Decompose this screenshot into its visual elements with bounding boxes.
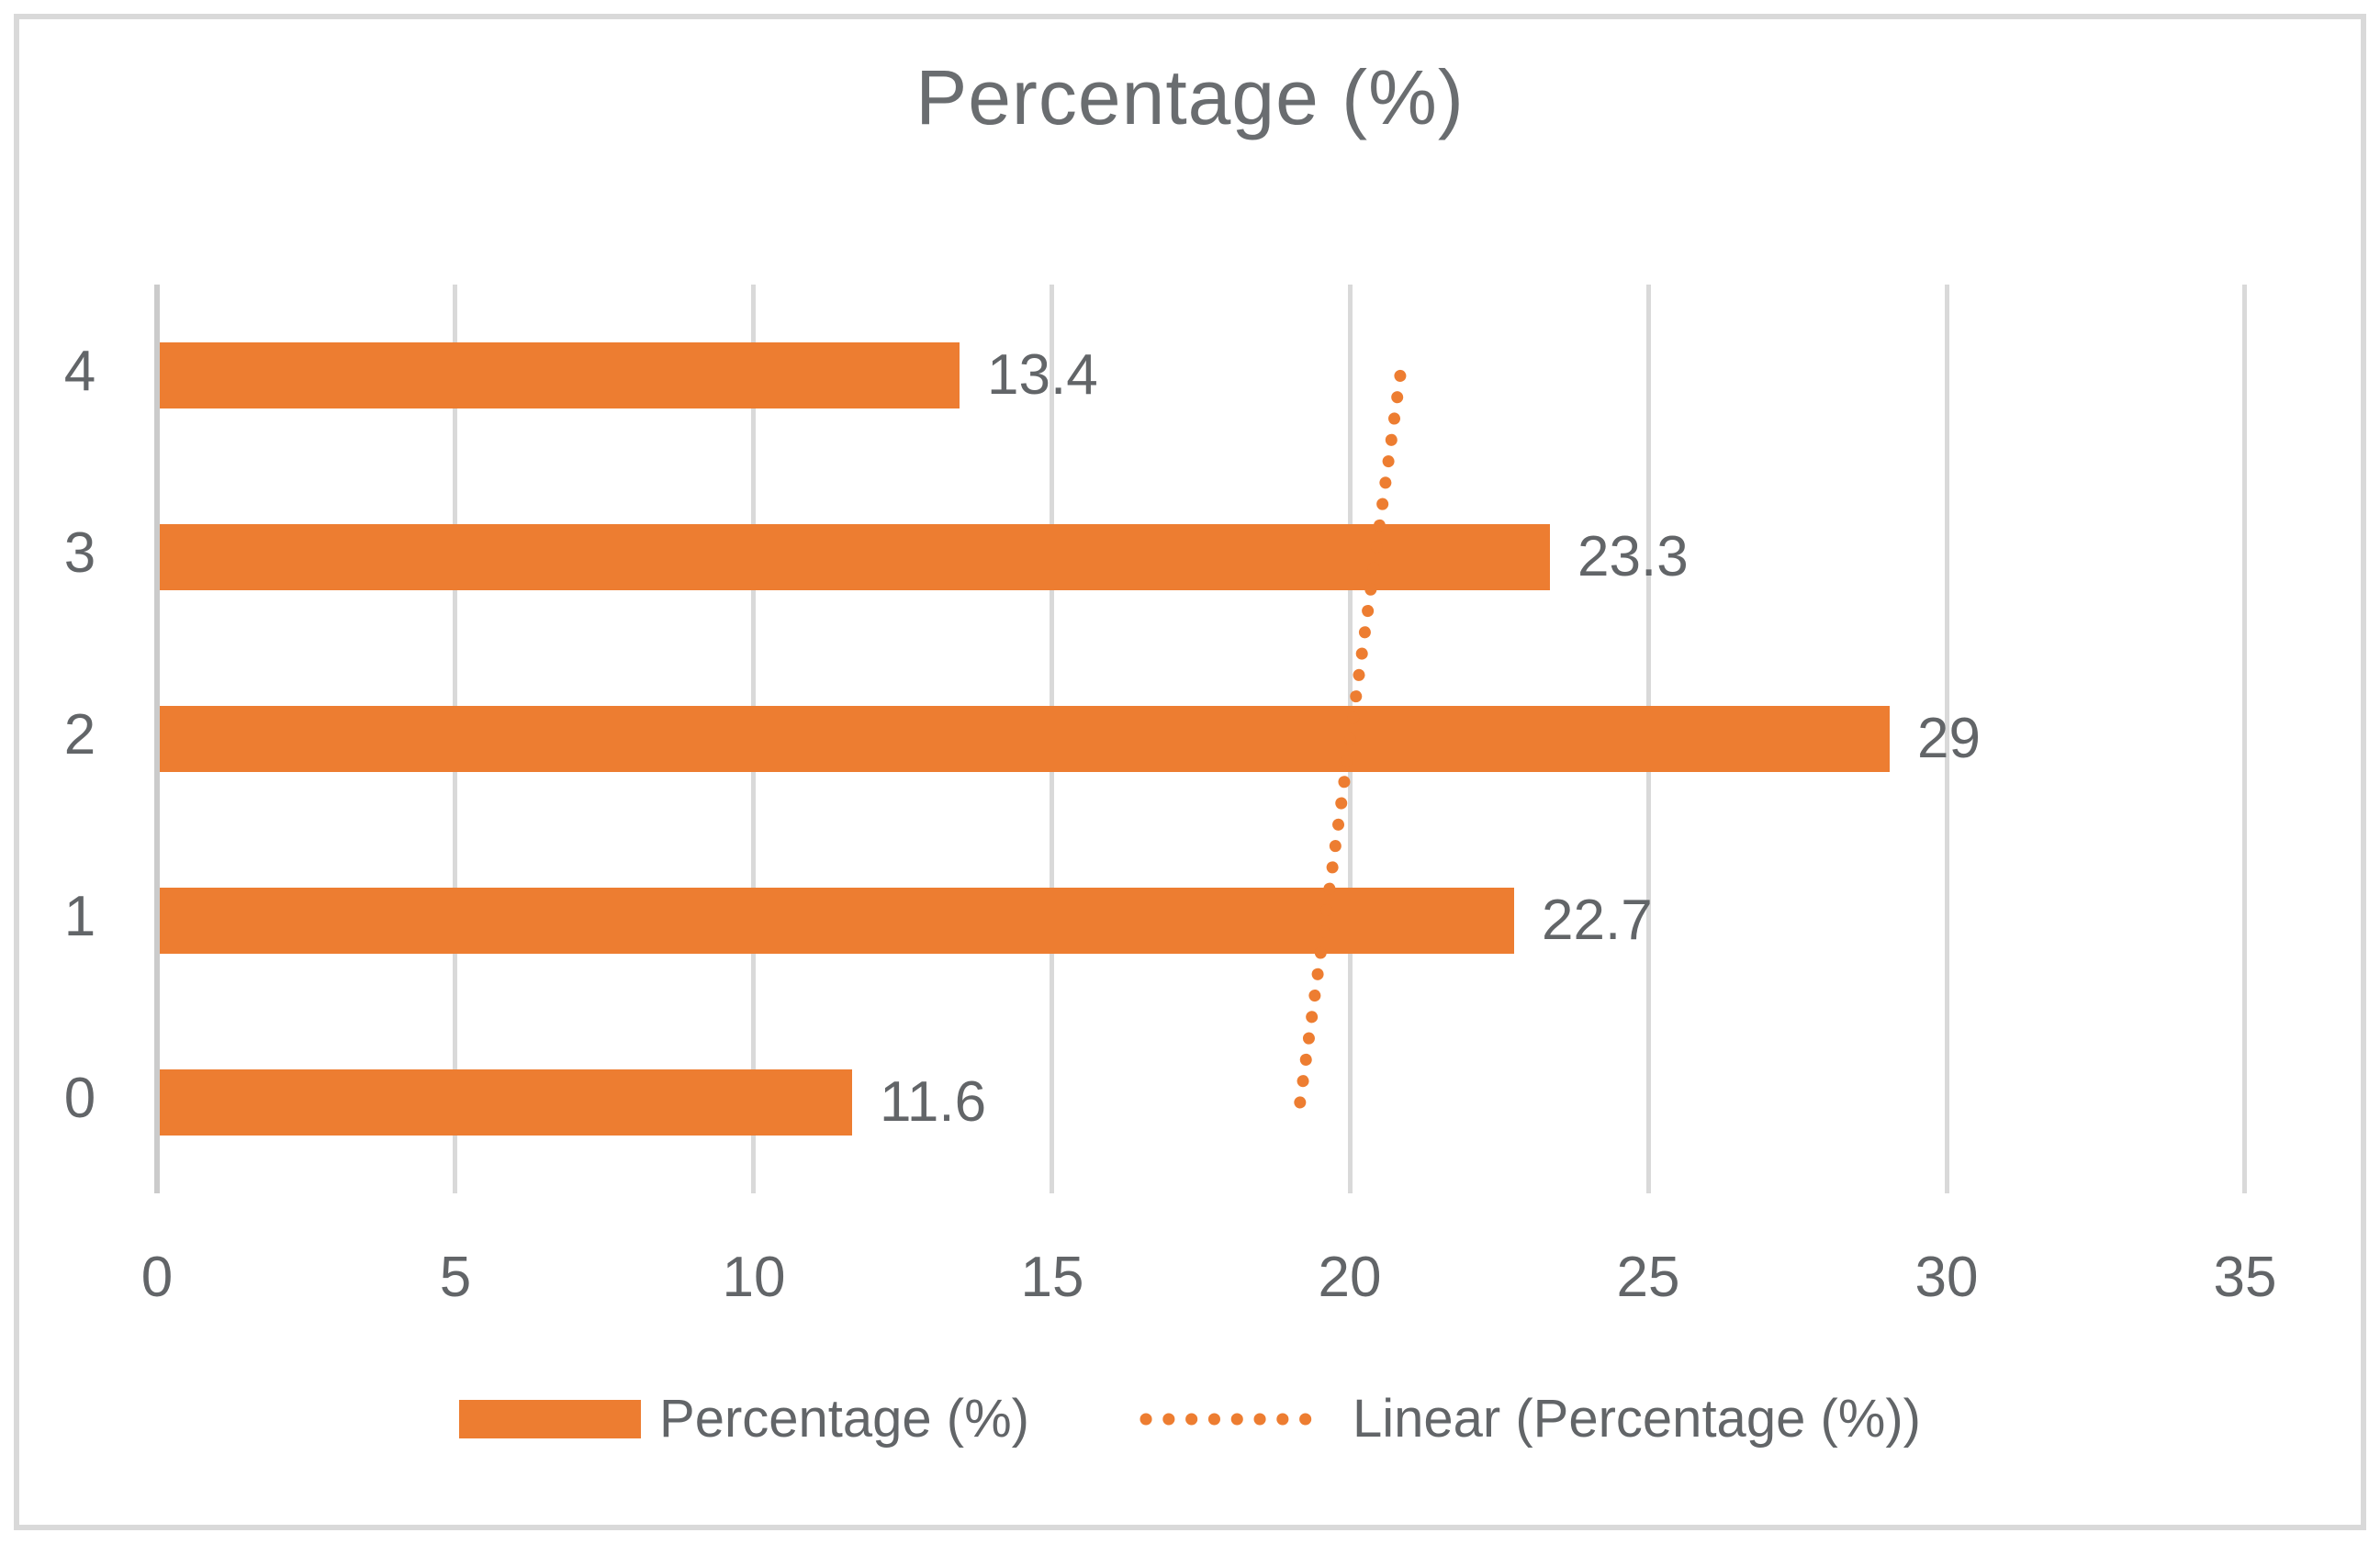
y-axis-category-label: 1 xyxy=(63,885,96,948)
legend-trendline-swatch-icon xyxy=(1139,1413,1334,1425)
x-axis-tick-label: 20 xyxy=(1318,1246,1382,1309)
x-axis-tick-label: 15 xyxy=(1020,1246,1084,1309)
x-axis-tick-label: 10 xyxy=(722,1246,786,1309)
legend-label-linear: Linear (Percentage (%)) xyxy=(1353,1389,1921,1449)
y-axis-category-label: 2 xyxy=(63,703,96,766)
bar xyxy=(160,524,1550,590)
bar xyxy=(160,1069,852,1136)
bar xyxy=(160,342,960,408)
x-axis-tick-label: 35 xyxy=(2213,1246,2277,1309)
bar-value-label: 23.3 xyxy=(1577,525,1689,588)
bar xyxy=(160,706,1890,772)
x-axis-tick-label: 25 xyxy=(1616,1246,1680,1309)
bar xyxy=(160,888,1514,954)
linear-trendline xyxy=(1294,369,1407,1109)
y-axis-category-label: 3 xyxy=(63,521,96,585)
y-axis-category-label: 0 xyxy=(63,1067,96,1130)
x-axis-tick-label: 30 xyxy=(1914,1246,1979,1309)
chart-title: Percentage (%) xyxy=(915,54,1465,140)
bar-value-label: 29 xyxy=(1917,707,1981,770)
legend: Percentage (%) Linear (Percentage (%)) xyxy=(0,1388,2380,1449)
x-axis-tick-label: 5 xyxy=(439,1246,472,1309)
legend-bar-swatch-icon xyxy=(459,1399,642,1438)
legend-item-percentage: Percentage (%) xyxy=(459,1388,1029,1449)
bar-value-label: 11.6 xyxy=(880,1070,987,1134)
gridline xyxy=(2242,285,2247,1193)
bar-value-label: 13.4 xyxy=(987,343,1098,407)
legend-item-linear: Linear (Percentage (%)) xyxy=(1139,1388,1921,1449)
y-axis-category-label: 4 xyxy=(63,340,96,403)
bar-value-label: 22.7 xyxy=(1542,889,1653,952)
gridline xyxy=(1945,285,1949,1193)
category-axis-line xyxy=(154,285,160,1193)
legend-label-percentage: Percentage (%) xyxy=(659,1389,1030,1449)
x-axis-tick-label: 0 xyxy=(140,1246,174,1309)
